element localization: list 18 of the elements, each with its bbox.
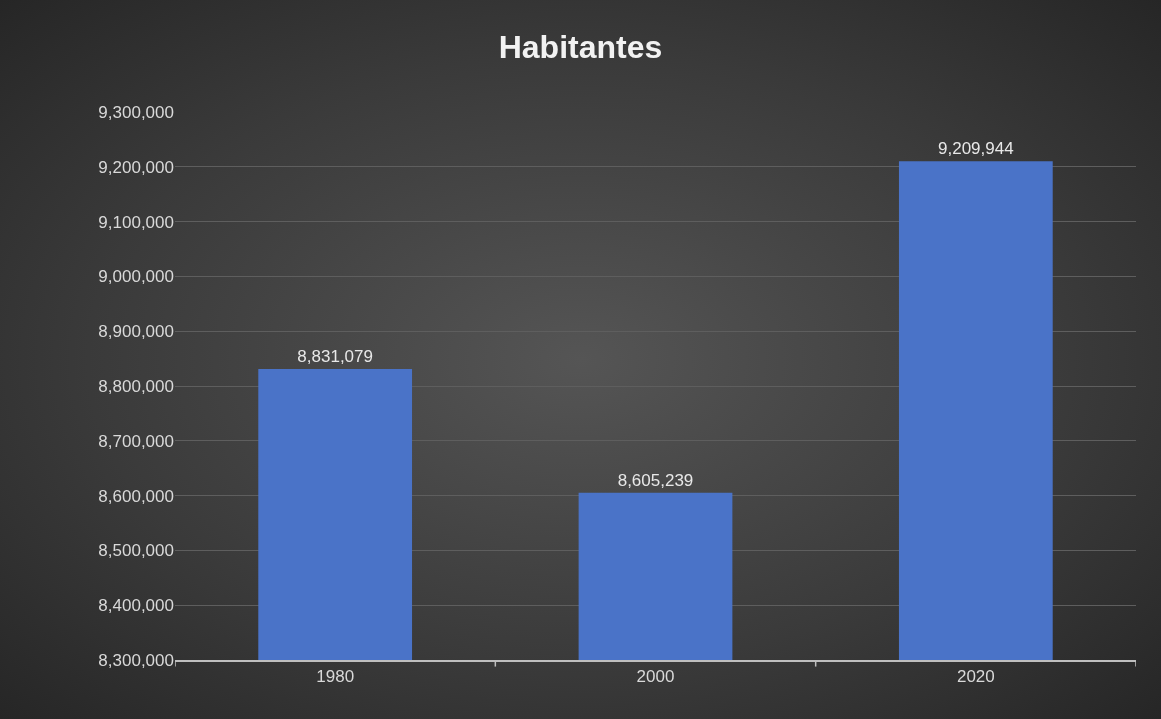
data-label: 8,831,079 (297, 346, 373, 366)
y-tick-label: 9,200,000 (98, 157, 174, 177)
x-tick-label: 2020 (956, 666, 995, 686)
y-tick-label: 8,500,000 (98, 541, 174, 561)
y-tick-label: 8,600,000 (98, 486, 174, 506)
y-tick-label: 8,700,000 (98, 431, 174, 451)
y-tick-label: 8,900,000 (98, 322, 174, 342)
data-label: 8,605,239 (617, 470, 694, 490)
y-tick-label: 8,300,000 (98, 650, 174, 670)
chart-title: Habitantes (498, 29, 663, 66)
y-tick-label: 9,000,000 (98, 267, 174, 287)
y-tick-label: 9,300,000 (98, 102, 174, 122)
x-tick-label: 2000 (636, 666, 675, 686)
x-tick-label: 1980 (316, 666, 355, 686)
y-tick-label: 8,800,000 (98, 376, 174, 396)
data-label: 9,209,944 (938, 139, 1014, 159)
y-tick-label: 9,100,000 (98, 212, 174, 232)
y-tick-label: 8,400,000 (98, 596, 174, 616)
